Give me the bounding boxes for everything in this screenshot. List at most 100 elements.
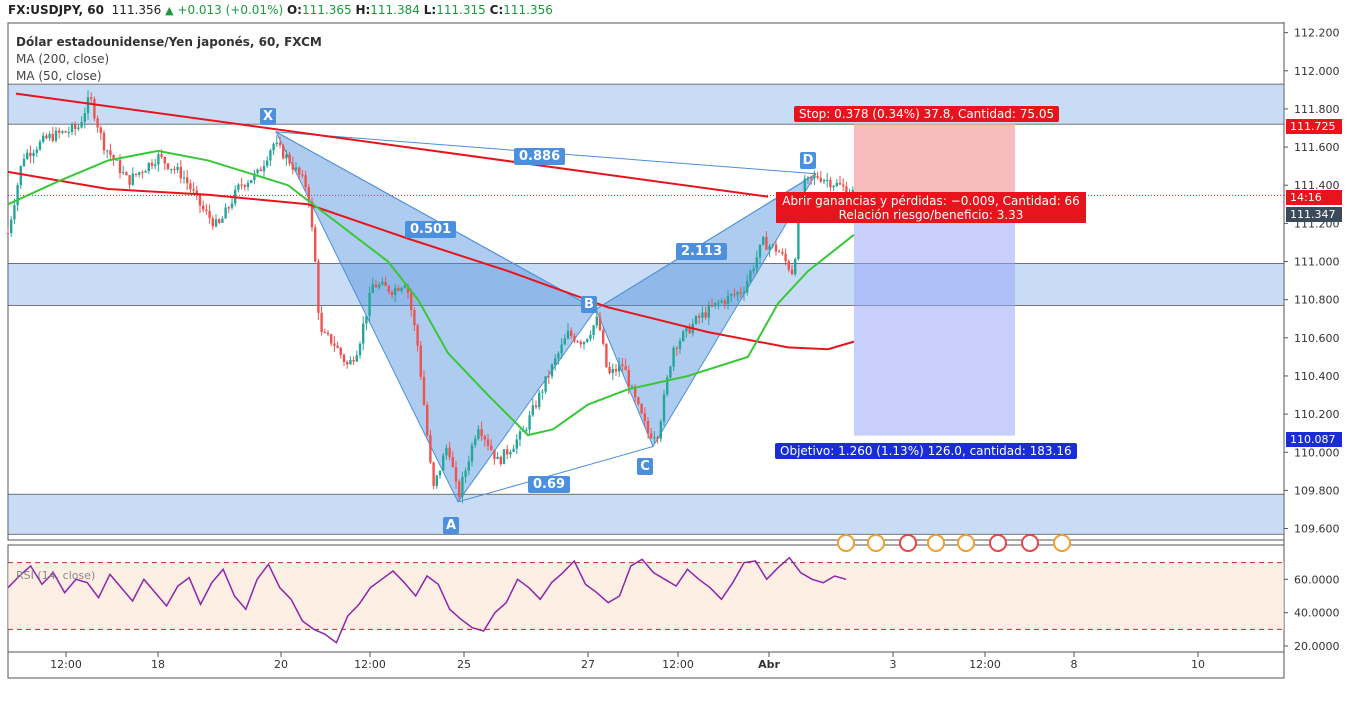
candle-body: [83, 113, 86, 122]
candle-body: [710, 305, 714, 307]
candle-body: [470, 444, 474, 462]
rsi-line: [7, 556, 847, 644]
candle-body: [630, 386, 634, 388]
candle-body: [202, 205, 205, 210]
candle-body: [586, 338, 589, 342]
candle-body: [32, 152, 35, 157]
candle-body: [845, 186, 848, 195]
candle-body: [477, 429, 480, 439]
candle-body: [810, 177, 813, 179]
candle-body: [666, 377, 669, 395]
candle-body: [22, 158, 26, 166]
ma200-line: [7, 170, 855, 351]
candle-body: [371, 284, 374, 294]
candle-body: [170, 168, 173, 170]
candle-body: [179, 166, 182, 179]
candle-body: [333, 343, 336, 346]
candle-body: [102, 132, 106, 151]
y-tick-label: 112.000: [1294, 65, 1340, 78]
candle-body: [304, 175, 307, 188]
x-tick-label: 18: [151, 658, 165, 671]
y-tick-label: 110.400: [1294, 370, 1340, 383]
candle-body: [275, 142, 278, 144]
candle-body: [288, 154, 291, 164]
ratio-xb[interactable]: 0.501: [405, 221, 457, 238]
close-label: C:: [489, 3, 504, 17]
candle-body: [346, 362, 349, 365]
point-a[interactable]: A: [443, 517, 459, 534]
candle-body: [38, 141, 42, 150]
candle-body: [573, 335, 576, 342]
ma200-legend[interactable]: MA (200, close): [16, 52, 110, 66]
candle-body: [502, 449, 506, 465]
point-c[interactable]: C: [637, 458, 653, 475]
point-d[interactable]: D: [800, 152, 816, 169]
pl-label[interactable]: Abrir ganancias y pérdidas: −0.009, Cant…: [776, 192, 1086, 223]
candle-body: [29, 152, 32, 157]
point-x[interactable]: X: [260, 108, 276, 125]
candle-body: [531, 405, 534, 416]
candle-body: [595, 316, 598, 326]
candle-body: [74, 124, 77, 129]
ma50-legend[interactable]: MA (50, close): [16, 69, 102, 83]
candle-body: [467, 461, 470, 471]
candle-body: [803, 178, 806, 198]
candle-body: [771, 244, 774, 247]
candle-body: [176, 166, 179, 170]
candle-body: [582, 341, 586, 345]
candle-body: [813, 175, 816, 179]
candle-body: [637, 397, 640, 404]
candle-body: [816, 175, 819, 178]
candle-body: [394, 288, 397, 295]
candle-body: [717, 302, 720, 304]
candle-body: [115, 159, 118, 161]
candle-body: [534, 405, 538, 408]
low-value: 111.315: [436, 3, 486, 17]
candle-body: [291, 163, 294, 170]
candle-body: [435, 475, 438, 486]
candle-body: [736, 292, 739, 295]
candle-body: [541, 391, 544, 393]
economic-event-icon: [927, 534, 945, 552]
candle-body: [749, 271, 752, 282]
candle-body: [589, 334, 592, 339]
candle-body: [774, 244, 778, 252]
candle-body: [208, 211, 211, 219]
candle-body: [768, 246, 771, 250]
candle-body: [518, 431, 522, 440]
rsi-legend[interactable]: RSI (14, close): [16, 569, 96, 582]
target-price-tag: 110.087: [1286, 432, 1342, 447]
candle-body: [784, 253, 787, 262]
economic-event-icon: [989, 534, 1007, 552]
candle-body: [150, 162, 154, 167]
candle-body: [403, 285, 406, 288]
chart-title[interactable]: Dólar estadounidense/Yen japonés, 60, FX…: [16, 35, 322, 49]
candle-body: [842, 184, 845, 187]
ratio-xd[interactable]: 0.886: [514, 148, 566, 165]
candle-body: [278, 142, 282, 146]
candle-body: [682, 331, 685, 341]
last-price: 111.356: [111, 3, 162, 17]
candle-body: [742, 292, 746, 294]
candle-body: [192, 189, 195, 191]
ratio-ac[interactable]: 0.69: [528, 476, 571, 493]
target-label[interactable]: Objetivo: 1.260 (1.13%) 126.0, cantidad:…: [775, 443, 1077, 459]
candle-body: [832, 185, 835, 188]
candle-body: [598, 316, 602, 331]
ma50-line: [7, 149, 855, 437]
x-tick-label: 27: [581, 658, 595, 671]
candle-body: [243, 185, 246, 187]
candle-body: [352, 360, 355, 362]
candle-body: [454, 466, 458, 482]
stop-label[interactable]: Stop: 0.378 (0.34%) 37.8, Cantidad: 75.0…: [794, 106, 1060, 122]
candle-body: [362, 323, 365, 344]
candle-body: [147, 162, 150, 172]
point-b[interactable]: B: [581, 296, 597, 313]
candle-body: [461, 477, 464, 497]
ratio-bd[interactable]: 2.113: [676, 243, 728, 260]
candle-body: [154, 164, 157, 167]
candle-body: [627, 370, 630, 387]
candle-body: [675, 347, 678, 349]
candle-body: [227, 207, 230, 209]
